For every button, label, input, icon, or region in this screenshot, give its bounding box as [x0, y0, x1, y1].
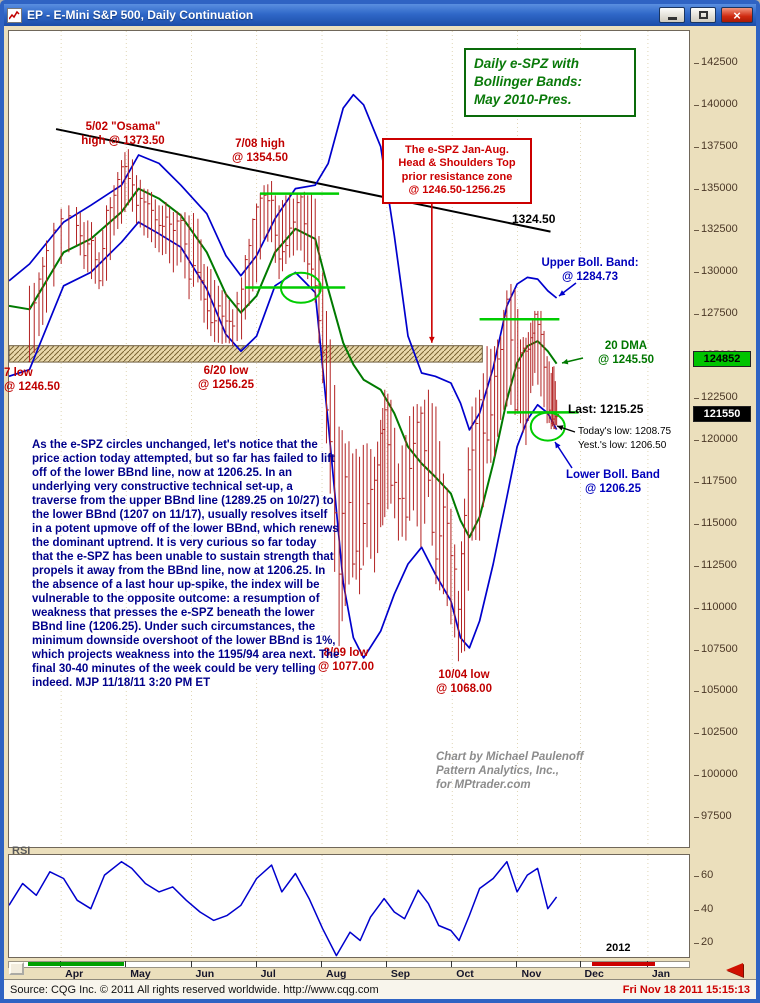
price-tick-label: 122500	[694, 391, 738, 404]
osama-high-label: 5/02 "Osama" high @ 1373.50	[81, 121, 165, 148]
price-tick-label: 137500	[694, 139, 738, 152]
rsi-title: RSI	[12, 845, 31, 857]
month-label: Sep	[390, 968, 411, 980]
price-badge-settlement: 124852	[693, 350, 751, 367]
price-tick-label: 110000	[694, 600, 737, 613]
session-bar-segment	[592, 962, 655, 966]
month-label: May	[130, 968, 151, 980]
month-tick	[579, 961, 581, 967]
rsi-tick-label: 60	[693, 869, 714, 882]
maximize-icon	[698, 11, 708, 19]
month-tick	[321, 961, 323, 967]
lower-band-label: Lower Boll. Band @ 1206.25	[566, 469, 660, 496]
price-tick-label: 142500	[694, 55, 738, 68]
june-low-label: 6/20 low @ 1256.25	[198, 365, 254, 392]
time-axis: Apr May Jun Jul Aug Sep Oct Nov Dec Jan	[4, 960, 692, 980]
price-tick-label: 140000	[694, 97, 738, 110]
close-icon: ×	[733, 7, 741, 23]
price-tick-label: 97500	[694, 810, 732, 823]
chart-title-box: Daily e-SPZ with Bollinger Bands: May 20…	[464, 48, 636, 117]
price-tick-label: 105000	[694, 684, 738, 697]
rsi-indicator-chart[interactable]	[8, 854, 690, 958]
trendline-value-label: 1324.50	[512, 212, 556, 226]
march-low-label: 7 low @ 1246.50	[4, 367, 60, 394]
minimize-button[interactable]	[659, 7, 685, 23]
month-label: Jan	[651, 968, 670, 980]
month-gridlines	[60, 855, 649, 957]
price-tick-label: 130000	[694, 265, 738, 278]
rsi-line	[9, 860, 558, 957]
month-label: Apr	[65, 968, 84, 980]
month-tick	[255, 961, 257, 967]
trendline	[55, 128, 551, 233]
month-label: Jul	[260, 968, 276, 980]
aug-low-label: 8/09 low @ 1077.00	[318, 647, 374, 674]
month-tick	[190, 961, 192, 967]
month-label: Aug	[326, 968, 347, 980]
price-tick-label: 127500	[694, 307, 738, 320]
annotation-arrows	[429, 203, 584, 469]
jump-to-latest-arrow[interactable]	[726, 963, 743, 977]
price-tick-label: 135000	[694, 181, 738, 194]
dma-label: 20 DMA @ 1245.50	[598, 340, 654, 367]
analyst-markup	[244, 192, 579, 442]
title-bar[interactable]: EP - E-Mini S&P 500, Daily Continuation …	[4, 4, 756, 26]
resistance-zone	[9, 345, 483, 363]
price-tick-label: 107500	[694, 642, 738, 655]
scroll-thumb[interactable]	[9, 962, 24, 975]
price-tick-label: 102500	[694, 726, 738, 739]
last-price-label: Last: 1215.25	[568, 402, 644, 416]
price-tick-label: 117500	[694, 474, 737, 487]
price-badge-last: 121550	[693, 406, 751, 423]
rsi-tick-label: 40	[693, 902, 714, 915]
datetime-text: Fri Nov 18 2011 15:15:13	[622, 983, 750, 996]
price-tick-label: 120000	[694, 433, 738, 445]
todays-low-label: Today's low: 1208.75	[578, 426, 672, 437]
price-tick-label: 112500	[694, 558, 737, 571]
app-icon	[7, 7, 22, 23]
minimize-icon	[667, 17, 677, 20]
main-price-chart[interactable]	[8, 30, 690, 848]
price-tick-label: 115000	[694, 516, 737, 529]
head-shoulders-annotation: The e-SPZ Jan-Aug. Head & Shoulders Top …	[382, 138, 532, 204]
price-axis: 142500 140000 137500 135000 132500 130000 1275…	[692, 26, 756, 979]
rsi-tick-label: 20	[693, 936, 714, 949]
month-tick	[125, 961, 127, 967]
window-title: EP - E-Mini S&P 500, Daily Continuation	[27, 8, 254, 22]
price-bars	[28, 149, 560, 662]
chart-workspace: 142500 140000 137500 135000 132500 130000 1275…	[4, 26, 756, 980]
maximize-button[interactable]	[690, 7, 716, 23]
year-label: 2012	[606, 942, 631, 954]
month-label: Dec	[584, 968, 604, 980]
month-tick	[451, 961, 453, 967]
month-tick	[516, 961, 518, 967]
july-high-label: 7/08 high @ 1354.50	[232, 138, 288, 165]
status-bar: Source: CQG Inc. © 2011 All rights reser…	[4, 979, 756, 999]
close-button[interactable]: ×	[721, 7, 753, 23]
month-tick	[385, 961, 387, 967]
session-strip	[8, 961, 690, 968]
commentary-text: As the e-SPZ circles unchanged, let's no…	[32, 439, 340, 690]
upper-band-label: Upper Boll. Band: @ 1284.73	[541, 257, 639, 284]
month-label: Jun	[195, 968, 215, 980]
credit-text: Chart by Michael Paulenoff Pattern Analy…	[436, 751, 584, 792]
price-tick-label: 132500	[694, 223, 738, 236]
oct-low-label: 10/04 low @ 1068.00	[436, 669, 492, 696]
yesterdays-low-label: Yest.'s low: 1206.50	[578, 440, 667, 451]
session-bar-segment	[28, 962, 124, 966]
month-label: Oct	[456, 968, 474, 980]
source-text: Source: CQG Inc. © 2011 All rights reser…	[10, 983, 379, 996]
price-tick-label: 100000	[694, 768, 738, 781]
month-label: Nov	[521, 968, 542, 980]
